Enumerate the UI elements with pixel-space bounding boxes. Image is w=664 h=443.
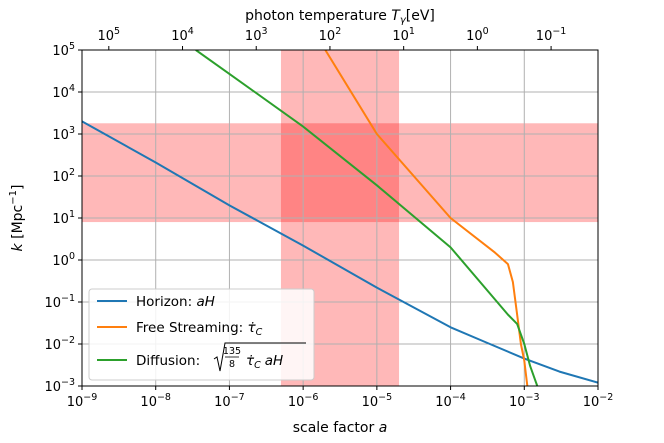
x-tick-label: 10−2	[583, 392, 614, 410]
legend-label-diffusion: Diffusion:	[136, 353, 200, 369]
y-tick-label: 10−3	[44, 377, 75, 395]
legend-box	[88, 288, 315, 381]
series-line-free-streaming	[324, 50, 529, 386]
y-tick-label: 100	[52, 251, 75, 269]
top-tick-label: 102	[319, 26, 342, 44]
y-tick-label: 103	[52, 125, 75, 143]
x-axis-title: scale factor a	[293, 420, 388, 436]
x-tick-label: 10−7	[214, 392, 245, 410]
top-tick-label: 105	[98, 26, 121, 44]
x-tick-label: 10−5	[362, 392, 393, 410]
top-tick-label: 103	[245, 26, 268, 44]
top-tick-label: 104	[171, 26, 194, 44]
x-tick-label: 10−6	[288, 392, 319, 410]
y-tick-label: 10−1	[44, 293, 75, 311]
series-line-diffusion	[195, 50, 539, 386]
y-tick-label: 10−2	[44, 335, 75, 353]
sqrt-sign	[213, 342, 306, 372]
legend-label-free-streaming: Free Streaming: τ̇C	[136, 320, 263, 338]
shaded-band-horizontal	[82, 123, 598, 223]
y-tick-label: 102	[52, 167, 75, 185]
x-tick-label: 10−3	[509, 392, 540, 410]
sqrt-numerator: 135	[223, 346, 241, 357]
y-tick-label: 101	[52, 209, 75, 227]
legend: Horizon: aH Free Streaming: τ̇C Diffusio…	[88, 288, 315, 381]
y-tick-label: 104	[52, 83, 75, 101]
series-lines	[82, 50, 598, 386]
top-axis-title: photon temperature Tγ[eV]	[245, 8, 435, 26]
y-axis-title: k [Mpc−1]	[8, 185, 26, 252]
x-tick-label: 10−8	[140, 392, 171, 410]
legend-math-diffusion: 135 8 τ̇C aH	[213, 342, 306, 372]
y-tick-label: 105	[52, 41, 75, 59]
top-tick-label: 100	[466, 26, 489, 44]
series-line-horizon	[82, 120, 598, 384]
sqrt-denominator: 8	[229, 359, 235, 370]
x-tick-label: 10−9	[67, 392, 98, 410]
top-axis: 105 104 103 102 101 100 10−1	[98, 26, 567, 50]
y-axis: 10−3 10−2 10−1 100 101 102 103 104 105	[44, 41, 82, 395]
legend-label-horizon: Horizon: aH	[136, 294, 215, 310]
x-tick-label: 10−4	[435, 392, 466, 410]
top-tick-label: 10−1	[536, 26, 567, 44]
sqrt-body: τ̇C aH	[246, 353, 283, 371]
x-axis: 10−9 10−8 10−7 10−6 10−5 10−4 10−3 10−2	[67, 386, 614, 410]
top-tick-label: 101	[392, 26, 415, 44]
